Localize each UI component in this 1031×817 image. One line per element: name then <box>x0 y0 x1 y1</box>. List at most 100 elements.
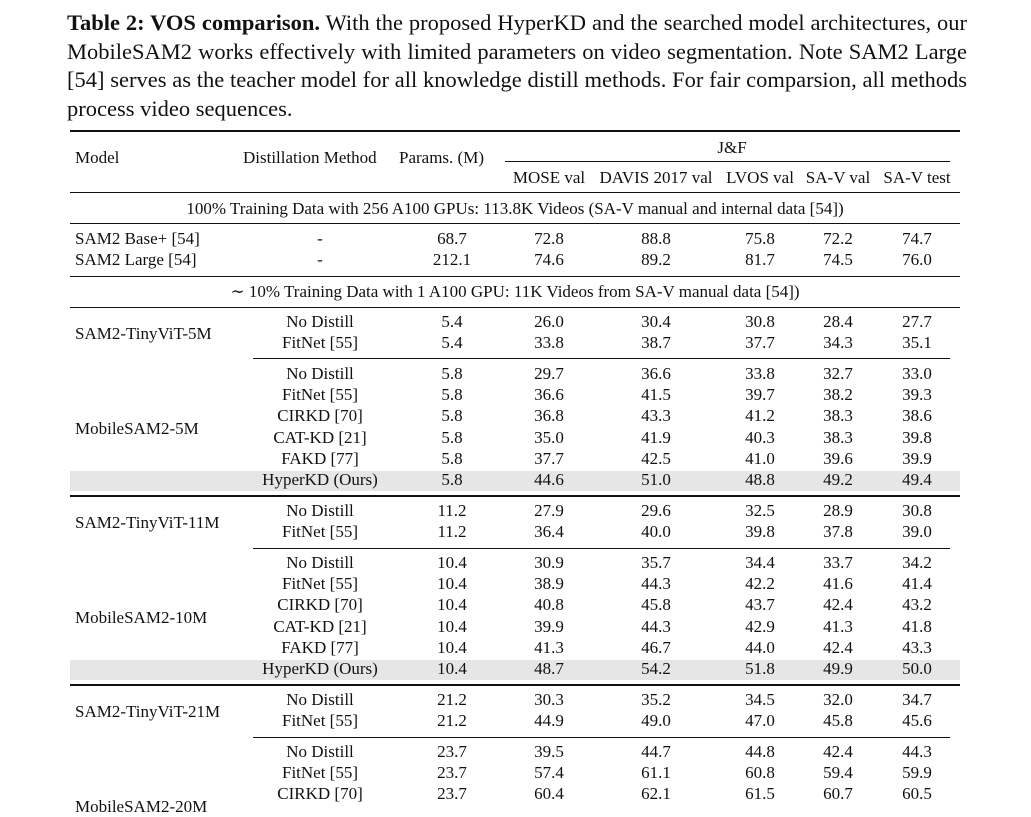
cell-davis-2017-val: 49.0 <box>641 711 671 731</box>
cell-params: 5.8 <box>441 406 463 426</box>
cell-lvos-val: 30.8 <box>745 312 775 331</box>
cell-model: SAM2-TinyViT-5M <box>75 324 212 344</box>
header-bench-sav-val: SA-V val <box>805 168 871 187</box>
rule-subgroup <box>253 737 950 738</box>
cell-sav-val: 37.8 <box>823 522 853 542</box>
cell-sav-test: 41.4 <box>902 574 932 594</box>
cell-method: CIRKD [70] <box>277 784 363 804</box>
cell-method: No Distill <box>286 553 354 572</box>
cell-davis-2017-val: 61.1 <box>641 763 671 783</box>
cell-params: 5.8 <box>441 448 463 468</box>
cell-sav-val: 34.3 <box>823 333 853 353</box>
cell-mose-val: 48.7 <box>534 659 564 678</box>
cell-sav-val: 49.2 <box>823 470 853 489</box>
cell-params: 5.8 <box>441 470 463 489</box>
cell-mose-val: 26.0 <box>534 312 564 331</box>
cell-sav-val: 42.4 <box>823 595 853 615</box>
cell-sav-val: 32.0 <box>823 690 853 709</box>
cell-mose-val: 29.7 <box>534 364 564 383</box>
cell-lvos-val: 34.5 <box>745 690 775 709</box>
cell-lvos-val: 51.8 <box>745 659 775 678</box>
cell-sav-val: 39.6 <box>823 448 853 468</box>
cell-method: FitNet [55] <box>281 333 359 353</box>
cell-lvos-val: 47.0 <box>745 711 775 731</box>
cell-davis-2017-val: 35.2 <box>641 690 671 709</box>
cell-model: SAM2-TinyViT-21M <box>75 702 221 722</box>
cell-davis-2017-val: 45.8 <box>641 595 671 615</box>
cell-sav-test: 30.8 <box>902 501 932 520</box>
cell-method: CAT-KD [21] <box>273 427 367 447</box>
cell-sav-val: 45.8 <box>823 711 853 731</box>
cell-lvos-val: 42.2 <box>745 574 775 594</box>
cell-sav-test: 39.3 <box>902 385 932 405</box>
cell-davis-2017-val: 41.5 <box>641 385 671 405</box>
cell-mose-val: 57.4 <box>534 763 564 783</box>
cell-sav-test: 43.3 <box>902 637 932 657</box>
section-title-subset-data: ∼ 10% Training Data with 1 A100 GPU: 11K… <box>230 282 800 301</box>
rule-jf <box>505 161 950 162</box>
cell-mose-val: 36.4 <box>534 522 564 542</box>
cell-model: SAM2 Large [54] <box>75 250 197 269</box>
cell-params: 5.8 <box>441 364 463 383</box>
cell-davis-2017-val: 89.2 <box>641 250 671 269</box>
header-model: Model <box>75 148 120 167</box>
cell-davis-2017-val: 43.3 <box>641 406 671 426</box>
highlight-background <box>70 470 960 491</box>
cell-sav-test: 34.2 <box>902 553 932 572</box>
header-jf: J&F <box>717 138 747 157</box>
cell-params: 10.4 <box>437 637 467 657</box>
cell-method: No Distill <box>286 690 354 709</box>
cell-sav-test: 50.0 <box>902 659 932 678</box>
cell-lvos-val: 40.3 <box>745 427 775 447</box>
cell-sav-val: 38.3 <box>823 406 853 426</box>
cell-params: 5.8 <box>441 427 463 447</box>
cell-mose-val: 60.4 <box>534 784 564 804</box>
cell-sav-val: 42.4 <box>823 742 853 761</box>
cell-lvos-val: 81.7 <box>745 250 775 269</box>
rule-section2-top <box>70 276 960 277</box>
cell-sav-test: 35.1 <box>902 333 932 353</box>
cell-lvos-val: 44.8 <box>745 742 775 761</box>
cell-sav-test: 43.2 <box>902 595 932 615</box>
cell-method: - <box>317 229 323 248</box>
header-bench-davis: DAVIS 2017 val <box>599 168 713 187</box>
cell-method: CIRKD [70] <box>277 595 363 615</box>
cell-mose-val: 35.0 <box>534 427 564 447</box>
cell-sav-val: 74.5 <box>823 250 853 269</box>
cell-method: FitNet [55] <box>281 574 359 594</box>
cell-model: MobileSAM2-10M <box>75 607 208 627</box>
cell-lvos-val: 44.0 <box>745 637 775 657</box>
cell-sav-val: 42.4 <box>823 637 853 657</box>
cell-lvos-val: 42.9 <box>745 616 775 636</box>
cell-davis-2017-val: 44.7 <box>641 742 671 761</box>
cell-mose-val: 36.6 <box>534 385 564 405</box>
cell-lvos-val: 60.8 <box>745 763 775 783</box>
cell-params: 10.4 <box>437 659 467 678</box>
cell-davis-2017-val: 42.5 <box>641 448 671 468</box>
cell-lvos-val: 34.4 <box>745 553 775 572</box>
cell-davis-2017-val: 30.4 <box>641 312 671 331</box>
cell-davis-2017-val: 44.3 <box>641 574 671 594</box>
cell-sav-test: 41.8 <box>902 616 932 636</box>
cell-sav-test: 38.6 <box>902 406 932 426</box>
section-title-full-data: 100% Training Data with 256 A100 GPUs: 1… <box>186 199 844 218</box>
header-bench-sav-test: SA-V test <box>883 168 951 187</box>
cell-davis-2017-val: 44.3 <box>641 616 671 636</box>
cell-params: 5.4 <box>441 312 463 331</box>
cell-mose-val: 72.8 <box>534 229 564 248</box>
cell-method: FitNet [55] <box>281 763 359 783</box>
cell-sav-test: 39.0 <box>902 522 932 542</box>
cell-method: FitNet [55] <box>281 385 359 405</box>
rule-section1 <box>70 223 960 224</box>
cell-lvos-val: 75.8 <box>745 229 775 248</box>
cell-method: No Distill <box>286 742 354 761</box>
cell-sav-test: 74.7 <box>902 229 932 248</box>
header-bench-mose: MOSE val <box>512 168 586 187</box>
cell-model: MobileSAM2-5M <box>75 418 199 438</box>
cell-mose-val: 39.5 <box>534 742 564 761</box>
rule-header <box>70 192 960 193</box>
caption-label: Table 2: VOS comparison. <box>67 10 320 35</box>
cell-sav-test: 44.3 <box>902 742 932 761</box>
cell-params: 212.1 <box>432 250 472 269</box>
cell-params: 21.2 <box>437 711 467 731</box>
